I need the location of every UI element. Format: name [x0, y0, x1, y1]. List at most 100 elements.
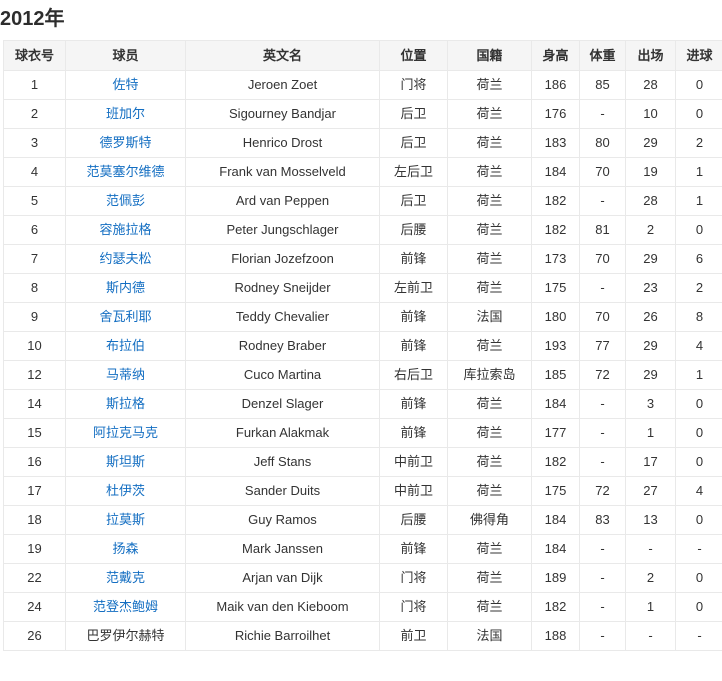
cell-jersey-number: 24: [3, 592, 66, 622]
cell-position: 前锋: [379, 389, 448, 419]
cell-player: 德罗斯特: [65, 128, 186, 158]
column-header-position: 位置: [379, 40, 448, 71]
cell-height: 175: [531, 273, 580, 303]
player-link[interactable]: 斯内德: [105, 280, 145, 295]
cell-weight: -: [579, 273, 626, 303]
cell-weight: 72: [579, 360, 626, 390]
cell-appearances: 2: [625, 563, 676, 593]
cell-jersey-number: 10: [3, 331, 66, 361]
cell-jersey-number: 3: [3, 128, 66, 158]
cell-jersey-number: 9: [3, 302, 66, 332]
player-link[interactable]: 德罗斯特: [99, 135, 152, 150]
player-link[interactable]: 佐特: [112, 77, 139, 92]
cell-appearances: -: [625, 534, 676, 564]
cell-height: 185: [531, 360, 580, 390]
squad-table: 球衣号 球员 英文名 位置 国籍 身高 体重 出场 进球 1 佐特 Jeroen Zoet 门将 荷兰 1…: [3, 40, 722, 651]
cell-weight: -: [579, 186, 626, 216]
cell-player: 阿拉克马克: [65, 418, 186, 448]
player-link[interactable]: 约瑟夫松: [99, 251, 152, 266]
column-header-goals: 进球: [675, 40, 722, 71]
cell-height: 184: [531, 534, 580, 564]
cell-position: 中前卫: [379, 447, 448, 477]
player-link[interactable]: 布拉伯: [105, 338, 145, 353]
cell-goals: 8: [675, 302, 722, 332]
cell-position: 后卫: [379, 99, 448, 129]
cell-player: 拉莫斯: [65, 505, 186, 535]
cell-jersey-number: 12: [3, 360, 66, 390]
player-link[interactable]: 拉莫斯: [105, 512, 145, 527]
cell-position: 左后卫: [379, 157, 448, 187]
cell-position: 后卫: [379, 128, 448, 158]
cell-jersey-number: 1: [3, 70, 66, 100]
cell-jersey-number: 16: [3, 447, 66, 477]
cell-player: 范登杰鲍姆: [65, 592, 186, 622]
player-link[interactable]: 范登杰鲍姆: [92, 599, 158, 614]
cell-nationality: 荷兰: [447, 128, 532, 158]
cell-player: 班加尔: [65, 99, 186, 129]
cell-height: 176: [531, 99, 580, 129]
column-header-appearances: 出场: [625, 40, 676, 71]
column-header-height: 身高: [531, 40, 580, 71]
cell-appearances: 3: [625, 389, 676, 419]
cell-goals: 4: [675, 476, 722, 506]
cell-nationality: 荷兰: [447, 186, 532, 216]
cell-appearances: 13: [625, 505, 676, 535]
player-link[interactable]: 容施拉格: [99, 222, 152, 237]
cell-nationality: 荷兰: [447, 476, 532, 506]
cell-height: 186: [531, 70, 580, 100]
cell-player: 舍瓦利耶: [65, 302, 186, 332]
cell-english-name: Furkan Alakmak: [185, 418, 380, 448]
cell-player: 布拉伯: [65, 331, 186, 361]
cell-nationality: 法国: [447, 302, 532, 332]
cell-goals: 2: [675, 273, 722, 303]
cell-weight: -: [579, 621, 626, 651]
cell-appearances: -: [625, 621, 676, 651]
cell-player: 约瑟夫松: [65, 244, 186, 274]
cell-height: 175: [531, 476, 580, 506]
cell-player: 巴罗伊尔赫特: [65, 621, 186, 651]
cell-height: 189: [531, 563, 580, 593]
cell-player: 范戴克: [65, 563, 186, 593]
cell-english-name: Richie Barroilhet: [185, 621, 380, 651]
cell-position: 前锋: [379, 244, 448, 274]
cell-position: 前卫: [379, 621, 448, 651]
cell-height: 183: [531, 128, 580, 158]
cell-appearances: 27: [625, 476, 676, 506]
player-link[interactable]: 阿拉克马克: [92, 425, 158, 440]
cell-appearances: 1: [625, 592, 676, 622]
player-link[interactable]: 班加尔: [105, 106, 145, 121]
table-row: 26 巴罗伊尔赫特 Richie Barroilhet 前卫 法国 188- - -: [3, 621, 722, 651]
cell-nationality: 荷兰: [447, 273, 532, 303]
cell-nationality: 荷兰: [447, 215, 532, 245]
cell-english-name: Jeff Stans: [185, 447, 380, 477]
cell-appearances: 26: [625, 302, 676, 332]
cell-player: 马蒂纳: [65, 360, 186, 390]
cell-weight: -: [579, 99, 626, 129]
player-link[interactable]: 斯拉格: [105, 396, 145, 411]
cell-nationality: 荷兰: [447, 331, 532, 361]
player-link[interactable]: 范佩彭: [105, 193, 145, 208]
table-row: 16 斯坦斯 Jeff Stans 中前卫 荷兰 182-17 0: [3, 447, 722, 477]
cell-appearances: 23: [625, 273, 676, 303]
cell-height: 182: [531, 592, 580, 622]
cell-weight: 77: [579, 331, 626, 361]
cell-height: 182: [531, 447, 580, 477]
player-link[interactable]: 舍瓦利耶: [99, 309, 152, 324]
cell-player: 佐特: [65, 70, 186, 100]
cell-jersey-number: 8: [3, 273, 66, 303]
cell-nationality: 荷兰: [447, 534, 532, 564]
player-link[interactable]: 范戴克: [105, 570, 145, 585]
player-link[interactable]: 杜伊茨: [105, 483, 145, 498]
cell-english-name: Rodney Sneijder: [185, 273, 380, 303]
cell-position: 后腰: [379, 215, 448, 245]
cell-position: 门将: [379, 70, 448, 100]
cell-position: 门将: [379, 592, 448, 622]
player-link[interactable]: 范莫塞尔维德: [86, 164, 165, 179]
player-link[interactable]: 扬森: [112, 541, 139, 556]
cell-player: 容施拉格: [65, 215, 186, 245]
player-link[interactable]: 斯坦斯: [105, 454, 145, 469]
player-link[interactable]: 马蒂纳: [105, 367, 145, 382]
table-row: 19 扬森 Mark Janssen 前锋 荷兰 184- - -: [3, 534, 722, 564]
cell-weight: 81: [579, 215, 626, 245]
